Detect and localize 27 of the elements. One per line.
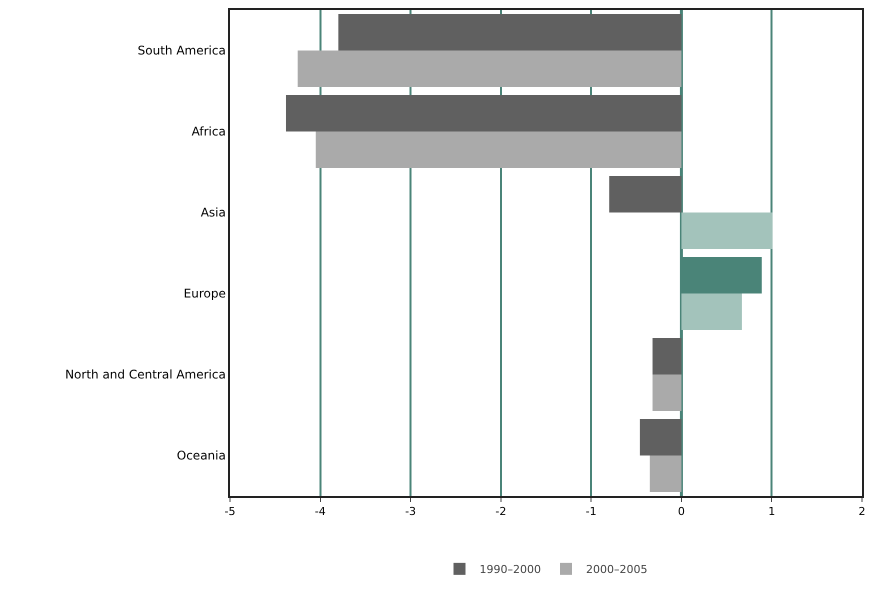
x-tick-label: 0: [678, 504, 685, 518]
legend-label: 2000–2005: [586, 563, 648, 576]
x-tick-label: -3: [405, 504, 416, 518]
x-tick-label: 1: [768, 504, 776, 518]
y-tick-label: Asia: [200, 206, 226, 220]
y-tick-label: Oceania: [176, 448, 226, 463]
x-tick-label: -2: [495, 504, 506, 518]
bar: [650, 456, 682, 492]
bar: [609, 176, 682, 212]
bar: [652, 338, 682, 374]
bar: [316, 132, 682, 168]
y-tick-label: South America: [138, 44, 226, 58]
x-tick-label: -4: [314, 504, 326, 518]
bar: [681, 294, 742, 330]
x-tick-label: 2: [858, 504, 866, 518]
bar: [681, 212, 773, 249]
y-tick-label: Europe: [184, 286, 226, 301]
bar: [286, 95, 682, 132]
bar: [640, 419, 682, 456]
bar: [298, 50, 682, 87]
x-tick-label: -5: [224, 504, 236, 518]
bar: [338, 14, 682, 50]
bar: [652, 374, 682, 411]
y-tick-label: North and Central America: [65, 368, 226, 382]
legend-label: 1990–2000: [480, 563, 541, 576]
x-tick-label: -1: [586, 504, 597, 518]
y-tick-label: Africa: [192, 124, 226, 139]
